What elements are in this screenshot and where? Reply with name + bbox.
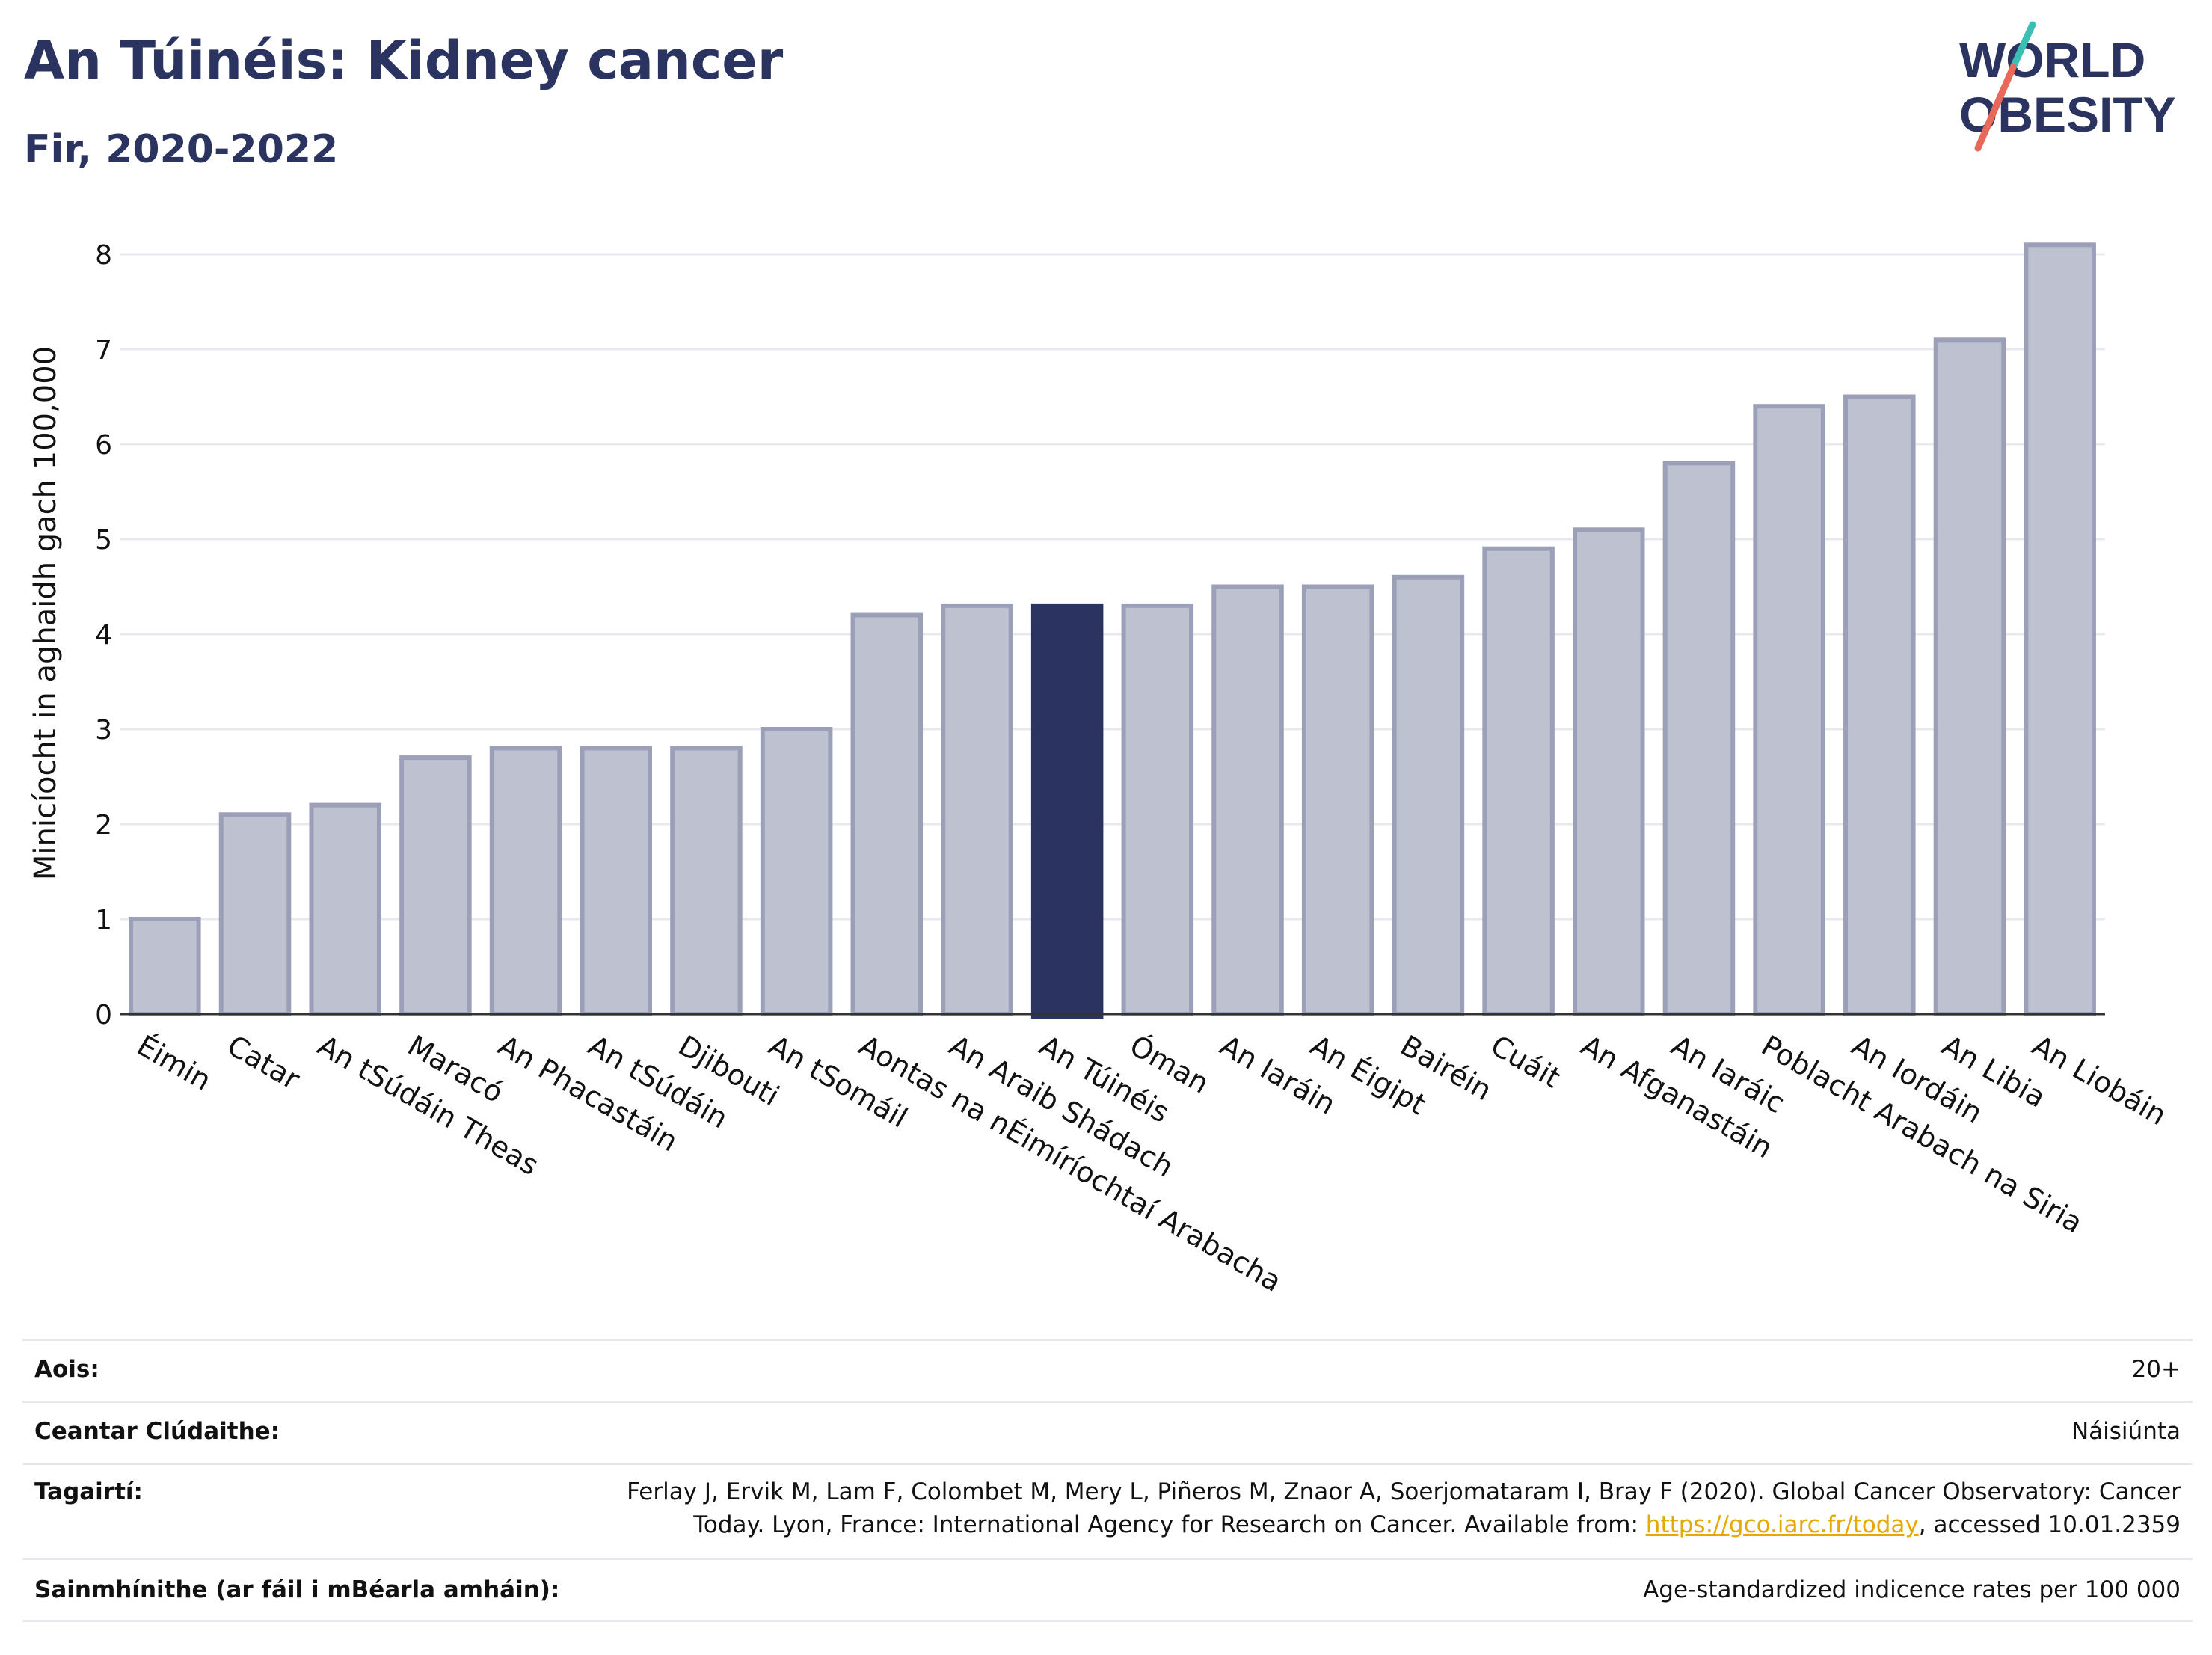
x-tick-label: An Liobáin	[2027, 1029, 2172, 1132]
bar	[760, 727, 833, 1016]
bar	[1030, 603, 1104, 1019]
definitions-value: Age-standardized indicence rates per 100…	[1643, 1576, 2181, 1603]
logo-slash-teal	[2009, 21, 2036, 71]
references-link[interactable]: https://gco.iarc.fr/today	[1645, 1511, 1919, 1538]
page-title: An Túinéis: Kidney cancer	[24, 30, 784, 91]
page-subtitle: Fir, 2020-2022	[24, 127, 339, 172]
bar	[1662, 461, 1736, 1016]
age-value: 20+	[2131, 1356, 2181, 1383]
bar	[1482, 546, 1555, 1016]
bar-chart: 0 1 2 3 4 5 6 7 8 Éimin Catar An tSúdáin TheasMara…	[28, 240, 2172, 1298]
bar	[1843, 394, 1916, 1016]
bar	[1121, 603, 1194, 1016]
y-tick-label: 5	[95, 525, 112, 556]
logo-line1: WORLD	[1959, 32, 2145, 87]
x-tick-label: Catar	[222, 1029, 306, 1096]
y-tick-label: 2	[95, 810, 112, 841]
references-value: Ferlay J, Ervik M, Lam F, Colombet M, Me…	[627, 1476, 2181, 1541]
meta-row-definitions: Sainmhínithe (ar fáil i mBéarla amháin):…	[22, 1558, 2193, 1622]
y-tick-label: 0	[95, 1000, 112, 1031]
x-tick-label: Éimin	[132, 1029, 217, 1097]
bar	[218, 812, 292, 1017]
y-tick-label: 3	[95, 715, 112, 746]
references-line1: Ferlay J, Ervik M, Lam F, Colombet M, Me…	[627, 1479, 2181, 1505]
y-tick-label: 7	[95, 335, 112, 366]
bar	[399, 755, 472, 1016]
logo-slash-red	[1974, 64, 2017, 152]
bar	[1753, 404, 1825, 1016]
bar	[670, 746, 743, 1017]
references-line2: Today. Lyon, France: International Agenc…	[627, 1508, 2181, 1541]
y-tick-labels: 0 1 2 3 4 5 6 7 8	[95, 240, 112, 1031]
bar	[850, 612, 924, 1016]
y-tick-label: 6	[95, 430, 112, 461]
meta-row-age: Aois: 20+	[22, 1339, 2193, 1401]
bar	[1933, 337, 2006, 1016]
bar	[1301, 584, 1374, 1016]
bar	[1211, 584, 1284, 1016]
definitions-label: Sainmhínithe (ar fáil i mBéarla amháin):	[34, 1576, 560, 1603]
coverage-label: Ceantar Clúdaithe:	[34, 1418, 280, 1445]
references-line2-pre: Today. Lyon, France: International Agenc…	[693, 1511, 1646, 1538]
bar	[1572, 527, 1645, 1016]
y-tick-label: 8	[95, 240, 112, 271]
coverage-value: Náisiúnta	[2071, 1418, 2181, 1445]
bar	[2024, 242, 2096, 1016]
meta-row-coverage: Ceantar Clúdaithe: Náisiúnta	[22, 1401, 2193, 1463]
metadata-table: Aois: 20+ Ceantar Clúdaithe: Náisiúnta T…	[22, 1339, 2193, 1622]
y-axis-label: Minicíocht in aghaidh gach 100,000	[28, 346, 63, 880]
y-tick-label: 1	[95, 905, 112, 936]
bars	[129, 242, 2096, 1019]
world-obesity-logo: WORLD OBESITY	[1959, 21, 2176, 152]
x-tick-label: Cuáit	[1485, 1029, 1566, 1095]
bar	[941, 603, 1013, 1016]
bar	[489, 746, 562, 1017]
bar	[580, 746, 653, 1017]
bar	[309, 802, 381, 1016]
y-tick-label: 4	[95, 620, 112, 651]
age-label: Aois:	[34, 1356, 99, 1383]
meta-row-references: Tagairtí: Ferlay J, Ervik M, Lam F, Colo…	[22, 1463, 2193, 1558]
references-line2-post: , accessed 10.01.2359	[1918, 1511, 2181, 1538]
bar	[1392, 574, 1465, 1016]
bar	[129, 917, 201, 1016]
references-label: Tagairtí:	[34, 1479, 143, 1505]
